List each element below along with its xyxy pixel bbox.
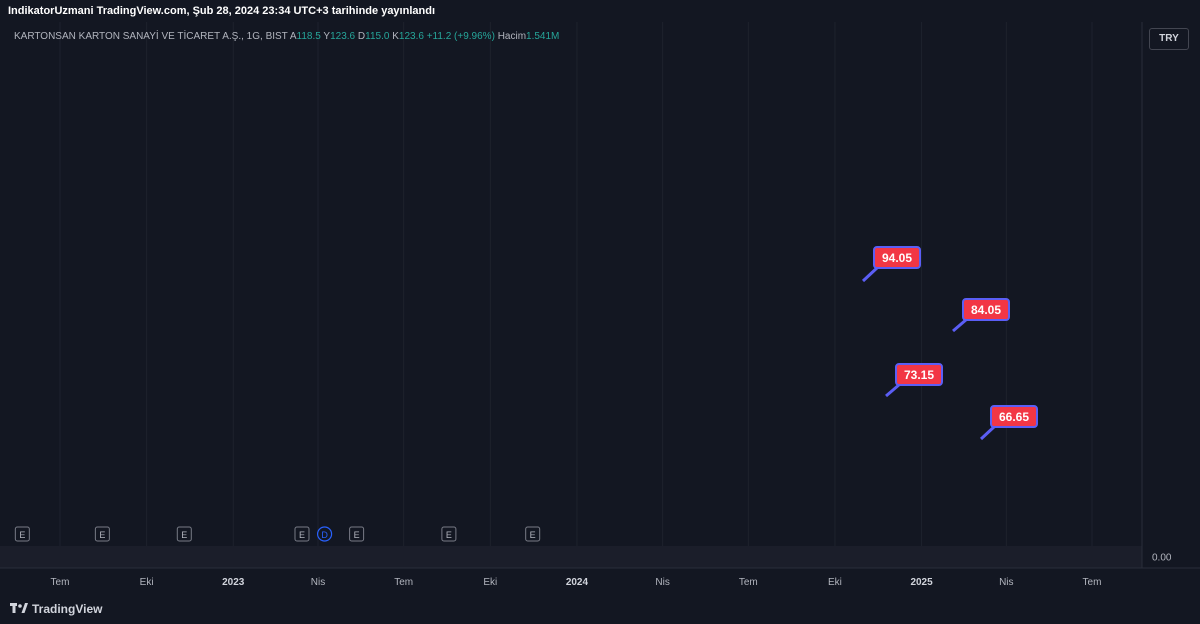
time-tick-label: Nis: [655, 577, 669, 588]
legend-volume-label: Hacim: [497, 31, 527, 42]
earnings-marker-icon: [176, 526, 192, 542]
marker-letter: E: [181, 530, 187, 540]
marker-letter: E: [299, 530, 305, 540]
earnings-marker[interactable]: E: [525, 526, 541, 542]
dividend-marker-icon: [316, 526, 333, 542]
price-target-text: 84.05: [971, 303, 1001, 317]
price-target-box: [873, 246, 921, 269]
earnings-marker[interactable]: E: [441, 526, 457, 542]
price-target-label: 73.15: [885, 363, 943, 398]
marker-letter: E: [446, 530, 452, 540]
price-target-pointer: [885, 382, 901, 398]
time-tick-label: Nis: [311, 577, 325, 588]
price-target-pointer: [861, 265, 880, 283]
earnings-marker-icon: [525, 526, 541, 542]
time-tick-label: Tem: [51, 577, 70, 588]
price-axis[interactable]: 150.0140.0130.0122.0114.0106.098.0090.50…: [1143, 22, 1187, 564]
price-chart[interactable]: 94.05 84.05 73.15 66.65 E E E E D E E E 150.0140.0…: [0, 22, 1200, 598]
earnings-marker[interactable]: E: [294, 526, 310, 542]
time-tick-label: Tem: [394, 577, 413, 588]
footer-bar: [0, 598, 1200, 624]
marker-letter: E: [99, 530, 105, 540]
legend-symbol: KARTONSAN KARTON SANAYİ VE TİCARET A.Ş.,…: [14, 31, 288, 42]
price-target-pointer: [952, 317, 968, 333]
earnings-marker-icon: [441, 526, 457, 542]
dividend-marker[interactable]: D: [316, 526, 333, 542]
time-tick-label: Nis: [999, 577, 1013, 588]
price-target-pointer: [979, 424, 997, 441]
volume-pane: [0, 546, 1142, 568]
time-tick-label: Eki: [140, 577, 154, 588]
legend-low-value: 115.0: [365, 31, 390, 42]
legend-low-label: D: [357, 31, 366, 42]
legend-volume-value: 1.541M: [526, 31, 560, 42]
top-bar: IndikatorUzmani TradingView.com, Şub 28,…: [0, 0, 1200, 22]
price-target-label: 94.05: [861, 246, 921, 283]
price-target-text: 66.65: [999, 410, 1029, 424]
time-tick-label: 2023: [222, 577, 245, 588]
time-tick-label: Eki: [828, 577, 842, 588]
legend-close-label: K: [392, 31, 399, 42]
earnings-marker-icon: [94, 526, 110, 542]
legend-open-value: 118.5: [296, 31, 321, 42]
publish-info: IndikatorUzmani TradingView.com, Şub 28,…: [8, 5, 435, 17]
price-target-box: [962, 298, 1010, 321]
marker-letter: D: [321, 530, 328, 540]
price-target-label: 66.65: [979, 405, 1038, 441]
earnings-marker[interactable]: E: [94, 526, 110, 542]
earnings-marker-icon: [349, 526, 365, 542]
time-tick-label: Eki: [483, 577, 497, 588]
legend-high-label: Y: [323, 31, 331, 42]
earnings-marker[interactable]: E: [349, 526, 365, 542]
price-target-text: 94.05: [882, 251, 912, 265]
marker-letter: E: [530, 530, 536, 540]
tradingview-logo[interactable]: TradingView: [10, 602, 102, 616]
price-tick-label: 0.00: [1152, 553, 1172, 564]
marker-letter: E: [19, 530, 25, 540]
time-tick-label: Tem: [1083, 577, 1102, 588]
grid-lines: [59, 22, 1093, 546]
price-target-box: [895, 363, 943, 386]
time-axis[interactable]: Tem Eki 2023 Nis Tem Eki 2024 Nis Tem Eki 2025 Nis T…: [51, 577, 1102, 588]
earnings-marker[interactable]: E: [176, 526, 192, 542]
currency-button[interactable]: TRY: [1149, 28, 1189, 50]
chart-background: [0, 22, 1200, 598]
legend-close-value: 123.6: [398, 31, 424, 42]
legend-high-value: 123.6: [330, 31, 356, 42]
time-tick-label: 2025: [910, 577, 933, 588]
tradingview-brand-text: TradingView: [32, 602, 103, 616]
earnings-marker[interactable]: E: [14, 526, 30, 542]
tradingview-logo-icon: [10, 603, 28, 613]
earnings-marker-icon: [14, 526, 30, 542]
price-target-labels: 94.05 84.05 73.15 66.65: [861, 246, 1038, 441]
legend-open-label: A: [289, 31, 297, 42]
price-target-text: 73.15: [904, 368, 934, 382]
legend-change: +11.2 (+9.96%): [426, 31, 495, 42]
symbol-legend: KARTONSAN KARTON SANAYİ VE TİCARET A.Ş.,…: [14, 31, 559, 42]
earnings-marker-icon: [294, 526, 310, 542]
time-tick-label: Tem: [739, 577, 758, 588]
price-target-box: [990, 405, 1038, 428]
price-target-label: 84.05: [952, 298, 1010, 333]
time-tick-label: 2024: [566, 577, 589, 588]
marker-letter: E: [354, 530, 360, 540]
